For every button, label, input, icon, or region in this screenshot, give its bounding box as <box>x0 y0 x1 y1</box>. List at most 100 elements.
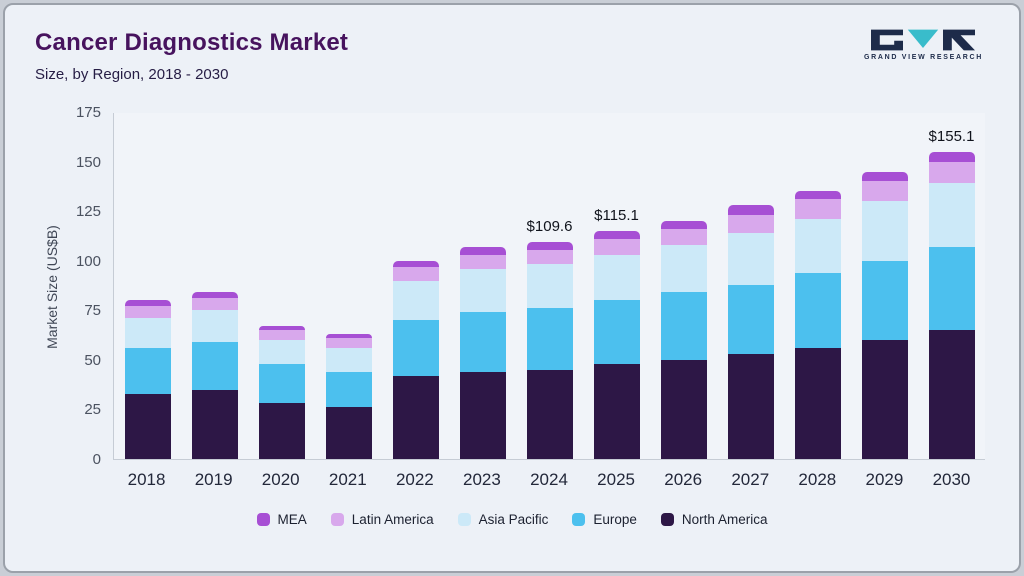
segment-mea[interactable] <box>124 300 171 307</box>
legend-item-latin-america[interactable]: Latin America <box>330 512 434 527</box>
segment-mea[interactable] <box>191 292 238 299</box>
segment-asia-pacific[interactable] <box>191 310 238 343</box>
x-tick-label-2028: 2028 <box>798 470 837 489</box>
segment-mea[interactable] <box>258 326 305 331</box>
segment-north-america[interactable] <box>861 340 908 459</box>
segment-asia-pacific[interactable] <box>258 340 305 364</box>
legend-item-asia-pacific[interactable]: Asia Pacific <box>457 512 548 527</box>
grand-view-research-logo: GRAND VIEW RESEARCH <box>864 29 983 61</box>
segment-north-america[interactable] <box>794 347 841 459</box>
legend-swatch <box>256 513 270 526</box>
segment-europe[interactable] <box>727 284 774 354</box>
stacked-bar-2027[interactable] <box>727 205 774 459</box>
bar-column-2027 <box>717 113 784 459</box>
legend-item-mea[interactable]: MEA <box>256 512 307 527</box>
segment-mea[interactable] <box>459 246 506 255</box>
bar-column-2018 <box>114 113 181 459</box>
stacked-bar-2020[interactable] <box>258 326 305 459</box>
x-tick-label-2025: 2025 <box>597 470 635 489</box>
segment-north-america[interactable] <box>191 389 238 459</box>
x-tick-label-2027: 2027 <box>731 470 770 489</box>
segment-europe[interactable] <box>459 312 506 372</box>
segment-asia-pacific[interactable] <box>861 201 908 261</box>
segment-north-america[interactable] <box>124 393 171 459</box>
segment-europe[interactable] <box>325 371 372 408</box>
segment-mea[interactable] <box>325 334 372 339</box>
segment-mea[interactable] <box>861 171 908 182</box>
segment-asia-pacific[interactable] <box>593 254 640 301</box>
legend-swatch <box>457 513 471 526</box>
segment-north-america[interactable] <box>459 371 506 459</box>
stacked-bar-2029[interactable] <box>861 171 908 459</box>
segment-asia-pacific[interactable] <box>392 280 439 321</box>
segment-latin-america[interactable] <box>459 254 506 269</box>
segment-latin-america[interactable] <box>794 199 841 220</box>
segment-mea[interactable] <box>794 191 841 200</box>
segment-latin-america[interactable] <box>727 215 774 233</box>
segment-latin-america[interactable] <box>191 298 238 311</box>
segment-latin-america[interactable] <box>526 249 573 264</box>
segment-north-america[interactable] <box>928 330 975 459</box>
segment-north-america[interactable] <box>325 407 372 459</box>
page-title: Cancer Diagnostics Market <box>35 29 349 56</box>
segment-europe[interactable] <box>191 342 238 390</box>
segment-europe[interactable] <box>124 347 171 394</box>
segment-asia-pacific[interactable] <box>727 232 774 285</box>
segment-europe[interactable] <box>258 363 305 404</box>
segment-europe[interactable] <box>928 246 975 331</box>
x-tick-label-2024: 2024 <box>530 470 568 489</box>
segment-asia-pacific[interactable] <box>325 347 372 372</box>
legend-item-north-america[interactable]: North America <box>660 512 767 527</box>
plot-area: $109.6 $115.1 $155.1 <box>113 113 985 460</box>
stacked-bar-2024[interactable]: $109.6 <box>526 218 573 459</box>
stacked-bar-2022[interactable] <box>392 260 439 459</box>
stacked-bar-2028[interactable] <box>794 191 841 459</box>
segment-latin-america[interactable] <box>861 181 908 202</box>
stacked-bar-2025[interactable]: $115.1 <box>593 207 640 459</box>
y-tick-label: 75 <box>84 302 101 320</box>
segment-europe[interactable] <box>593 300 640 364</box>
segment-asia-pacific[interactable] <box>459 268 506 313</box>
segment-north-america[interactable] <box>258 403 305 459</box>
x-tick-label-2020: 2020 <box>261 470 300 489</box>
segment-asia-pacific[interactable] <box>660 244 707 293</box>
gvr-logo-mark <box>871 29 976 51</box>
segment-mea[interactable] <box>392 260 439 267</box>
segment-north-america[interactable] <box>526 369 573 459</box>
segment-europe[interactable] <box>526 308 573 370</box>
segment-north-america[interactable] <box>727 353 774 459</box>
stacked-bar-2030[interactable]: $155.1 <box>928 128 975 459</box>
segment-north-america[interactable] <box>392 375 439 459</box>
stacked-bar-2019[interactable] <box>191 292 238 459</box>
segment-mea[interactable] <box>660 221 707 230</box>
segment-latin-america[interactable] <box>660 229 707 245</box>
segment-latin-america[interactable] <box>325 338 372 348</box>
segment-latin-america[interactable] <box>928 161 975 184</box>
segment-europe[interactable] <box>794 272 841 348</box>
segment-mea[interactable] <box>727 205 774 216</box>
segment-asia-pacific[interactable] <box>526 263 573 309</box>
legend-item-europe[interactable]: Europe <box>572 512 637 527</box>
stacked-bar-2021[interactable] <box>325 334 372 459</box>
segment-latin-america[interactable] <box>258 330 305 341</box>
segment-europe[interactable] <box>861 260 908 341</box>
segment-mea[interactable] <box>928 151 975 162</box>
segment-mea[interactable] <box>526 241 573 250</box>
segment-europe[interactable] <box>392 320 439 376</box>
y-tick-label: 100 <box>75 252 101 270</box>
segment-latin-america[interactable] <box>593 238 640 255</box>
stacked-bar-2018[interactable] <box>124 300 171 459</box>
segment-asia-pacific[interactable] <box>124 318 171 348</box>
segment-north-america[interactable] <box>660 359 707 459</box>
segment-europe[interactable] <box>660 292 707 360</box>
segment-asia-pacific[interactable] <box>928 183 975 247</box>
segment-latin-america[interactable] <box>124 306 171 319</box>
stacked-bar-2026[interactable] <box>660 221 707 459</box>
y-tick-label: 50 <box>84 351 101 369</box>
segment-mea[interactable] <box>593 230 640 239</box>
segment-asia-pacific[interactable] <box>794 219 841 273</box>
segment-north-america[interactable] <box>593 363 640 459</box>
data-label-2025: $115.1 <box>594 206 639 224</box>
segment-latin-america[interactable] <box>392 266 439 281</box>
stacked-bar-2023[interactable] <box>459 246 506 459</box>
